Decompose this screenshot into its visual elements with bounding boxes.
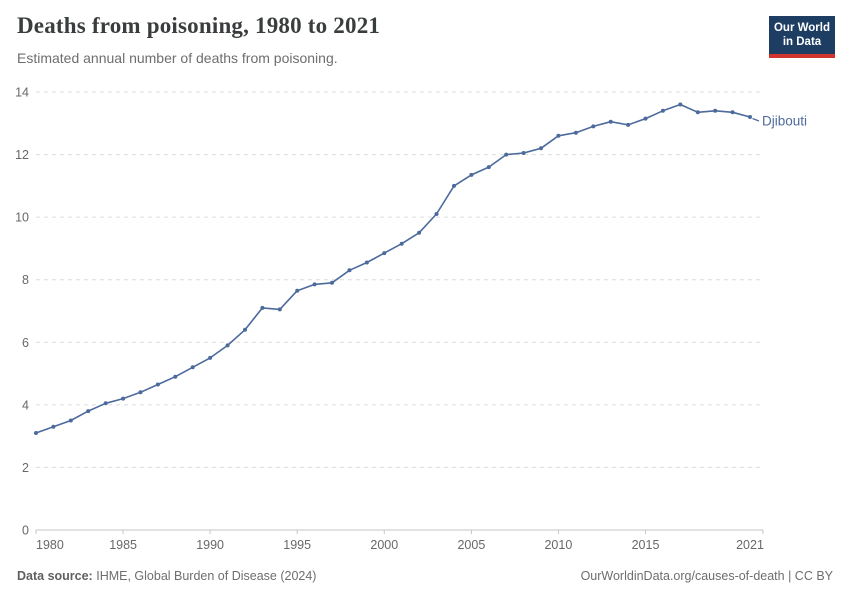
chart-subtitle: Estimated annual number of deaths from p… [17, 50, 338, 66]
owid-logo-line1: Our World [773, 22, 830, 34]
data-point-marker [68, 418, 73, 423]
data-point-marker [486, 165, 491, 170]
data-point-marker [504, 152, 509, 157]
x-axis-tick-label: 2010 [544, 538, 572, 552]
data-point-marker [347, 268, 352, 273]
data-point-marker [399, 241, 404, 246]
data-point-marker [260, 305, 265, 310]
x-axis-tick-label: 2000 [370, 538, 398, 552]
data-point-marker [417, 230, 422, 235]
data-point-marker [51, 424, 56, 429]
data-source: Data source: IHME, Global Burden of Dise… [17, 569, 316, 583]
y-axis-tick-label: 2 [22, 461, 29, 475]
data-point-marker [34, 431, 38, 435]
data-point-marker [295, 288, 300, 293]
owid-logo[interactable]: Our World in Data [769, 16, 835, 58]
y-axis-tick-label: 12 [15, 148, 29, 162]
data-point-marker [103, 401, 108, 406]
owid-logo-line2: in Data [782, 36, 822, 49]
data-point-marker [155, 382, 160, 387]
data-point-marker [330, 280, 334, 285]
y-axis-tick-label: 10 [15, 211, 29, 225]
data-point-marker [678, 102, 683, 107]
x-axis-tick-label: 1985 [109, 538, 137, 552]
x-axis-tick-label: 2021 [736, 538, 764, 552]
data-point-marker [452, 183, 456, 188]
data-point-marker [138, 390, 143, 395]
data-point-marker [660, 108, 665, 113]
data-point-marker [469, 172, 474, 177]
data-point-marker [434, 212, 439, 216]
data-point-marker [243, 327, 247, 332]
series-label-djibouti: Djibouti [762, 114, 807, 129]
data-point-marker [173, 374, 178, 379]
y-axis-tick-label: 14 [15, 86, 29, 100]
data-source-label: Data source: [17, 569, 93, 583]
y-axis-tick-label: 6 [22, 336, 29, 350]
series-label-connector [752, 117, 760, 122]
data-point-marker [190, 365, 195, 370]
data-point-marker [626, 122, 631, 127]
x-axis-tick-label: 1990 [196, 538, 224, 552]
data-point-marker [730, 110, 735, 115]
data-point-marker [556, 133, 561, 138]
page-title: Deaths from poisoning, 1980 to 2021 [17, 13, 381, 38]
data-point-marker [121, 396, 126, 401]
data-point-marker [86, 409, 91, 414]
data-point-marker [695, 110, 700, 115]
data-point-marker [608, 119, 613, 124]
data-point-marker [748, 115, 752, 119]
y-axis-tick-label: 4 [22, 398, 29, 412]
data-point-marker [225, 343, 230, 348]
data-point-marker [382, 251, 387, 256]
credit-link[interactable]: OurWorldinData.org/causes-of-death | CC … [580, 569, 833, 583]
x-axis-tick-label: 1980 [36, 538, 64, 552]
data-point-marker [208, 355, 213, 360]
data-source-text: IHME, Global Burden of Disease (2024) [96, 569, 317, 583]
data-point-marker [364, 260, 369, 265]
y-axis-tick-label: 8 [22, 273, 29, 287]
data-point-marker [713, 108, 718, 113]
data-point-marker [643, 116, 648, 121]
x-axis-tick-label: 2005 [457, 538, 485, 552]
data-point-marker [521, 151, 526, 155]
data-point-marker [312, 282, 317, 287]
y-axis-tick-label: 0 [22, 524, 29, 538]
data-point-marker [539, 146, 543, 151]
x-axis-tick-label: 1995 [283, 538, 311, 552]
data-point-marker [591, 124, 596, 129]
x-axis-tick-label: 2015 [632, 538, 660, 552]
data-point-marker [573, 130, 578, 135]
data-point-marker [277, 307, 282, 312]
djibouti-line [35, 103, 751, 434]
